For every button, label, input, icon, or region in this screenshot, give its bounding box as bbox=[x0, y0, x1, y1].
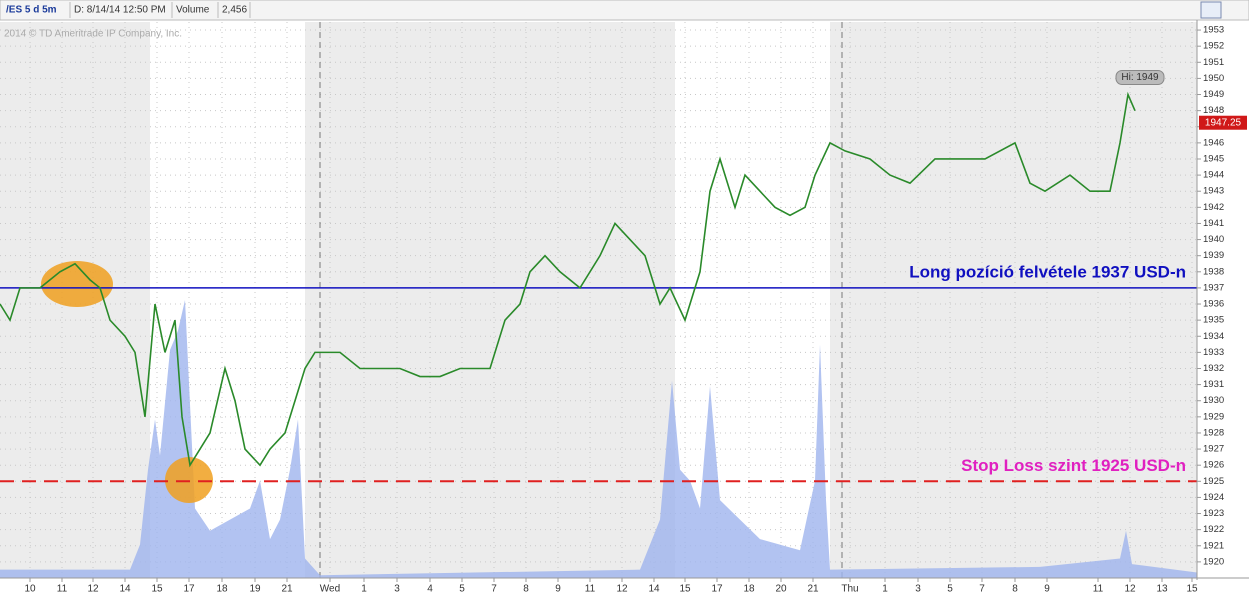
symbol[interactable]: /ES 5 d 5m bbox=[6, 5, 57, 16]
annotation: Stop Loss szint 1925 USD-n bbox=[961, 456, 1186, 475]
x-tick-label: 17 bbox=[711, 584, 723, 595]
x-tick-label: 19 bbox=[249, 584, 261, 595]
y-tick-label: 1950 bbox=[1203, 73, 1224, 84]
y-tick-label: 1941 bbox=[1203, 218, 1224, 229]
y-tick-label: 1940 bbox=[1203, 234, 1224, 245]
highlight-ellipse bbox=[165, 457, 213, 503]
y-tick-label: 1948 bbox=[1203, 105, 1224, 116]
y-tick-label: 1953 bbox=[1203, 25, 1224, 36]
x-tick-label: 12 bbox=[87, 584, 99, 595]
x-tick-label: 3 bbox=[394, 584, 400, 595]
x-tick-label: 11 bbox=[1093, 584, 1104, 595]
y-tick-label: 1938 bbox=[1203, 266, 1224, 277]
x-tick-label: 14 bbox=[119, 584, 131, 595]
x-tick-label: 10 bbox=[24, 584, 36, 595]
settings-button[interactable] bbox=[1200, 1, 1222, 19]
y-tick-label: 1922 bbox=[1203, 524, 1224, 535]
y-tick-label: 1924 bbox=[1203, 492, 1224, 503]
x-tick-label: Thu bbox=[841, 584, 858, 595]
high-marker bbox=[1115, 70, 1165, 86]
y-tick-label: 1942 bbox=[1203, 202, 1224, 213]
y-tick-label: 1939 bbox=[1203, 250, 1224, 261]
x-tick-label: 7 bbox=[491, 584, 497, 595]
watermark: 2014 © TD Ameritrade IP Company, Inc. bbox=[4, 29, 182, 40]
x-tick-label: 11 bbox=[585, 584, 596, 595]
x-tick-label: 15 bbox=[1186, 584, 1198, 595]
y-tick-label: 1937 bbox=[1203, 282, 1224, 293]
y-tick-label: 1923 bbox=[1203, 508, 1224, 519]
date: D: 8/14/14 12:50 PM bbox=[74, 5, 166, 16]
x-tick-label: 9 bbox=[555, 584, 561, 595]
x-tick-label: 15 bbox=[679, 584, 691, 595]
x-tick-label: 8 bbox=[1012, 584, 1018, 595]
y-tick-label: 1944 bbox=[1203, 170, 1224, 181]
x-tick-label: 21 bbox=[807, 584, 819, 595]
x-tick-label: 18 bbox=[216, 584, 228, 595]
x-tick-label: 14 bbox=[648, 584, 660, 595]
x-tick-label: 21 bbox=[281, 584, 293, 595]
x-tick-label: 20 bbox=[775, 584, 787, 595]
y-tick-label: 1933 bbox=[1203, 347, 1224, 358]
x-tick-label: 9 bbox=[1044, 584, 1050, 595]
x-tick-label: 4 bbox=[427, 584, 433, 595]
y-tick-label: 1927 bbox=[1203, 444, 1224, 455]
x-tick-label: 11 bbox=[57, 584, 68, 595]
y-tick-label: 1929 bbox=[1203, 411, 1224, 422]
header-bar bbox=[0, 0, 1249, 21]
x-tick-label: 5 bbox=[459, 584, 465, 595]
y-tick-label: 1928 bbox=[1203, 427, 1224, 438]
x-tick-label: 5 bbox=[947, 584, 953, 595]
y-tick-label: 1925 bbox=[1203, 476, 1224, 487]
x-tick-label: 18 bbox=[743, 584, 755, 595]
x-tick-label: 17 bbox=[183, 584, 195, 595]
x-tick-label: 13 bbox=[1156, 584, 1168, 595]
x-tick-label: 8 bbox=[523, 584, 529, 595]
price-line bbox=[0, 91, 1136, 468]
y-tick-label: 1936 bbox=[1203, 299, 1224, 310]
x-tick-label: 1 bbox=[882, 584, 888, 595]
volume-area bbox=[0, 300, 1197, 578]
y-tick-label: 1921 bbox=[1203, 540, 1224, 551]
annotation: Long pozíció felvétele 1937 USD-n bbox=[909, 262, 1186, 281]
x-tick-label: Wed bbox=[320, 584, 340, 595]
y-tick-label: 1945 bbox=[1203, 154, 1224, 165]
last-price-label: 1947.25 bbox=[1205, 117, 1242, 128]
highlight-ellipse bbox=[41, 261, 113, 307]
y-tick-label: 1935 bbox=[1203, 315, 1224, 326]
session-shade bbox=[305, 22, 675, 578]
y-tick-label: 1934 bbox=[1203, 331, 1224, 342]
x-tick-label: 12 bbox=[616, 584, 628, 595]
x-tick-label: 3 bbox=[915, 584, 921, 595]
x-tick-label: 12 bbox=[1124, 584, 1136, 595]
volume-label: Volume bbox=[176, 5, 210, 16]
y-tick-label: 1932 bbox=[1203, 363, 1224, 374]
session-shade bbox=[830, 22, 1197, 578]
y-tick-label: 1949 bbox=[1203, 89, 1224, 100]
y-tick-label: 1926 bbox=[1203, 460, 1224, 471]
high-label: Hi: 1949 bbox=[1121, 72, 1159, 83]
y-tick-label: 1946 bbox=[1203, 137, 1224, 148]
x-tick-label: 15 bbox=[151, 584, 163, 595]
x-tick-label: 7 bbox=[979, 584, 985, 595]
last-price-tag bbox=[1199, 115, 1247, 130]
y-tick-label: 1951 bbox=[1203, 57, 1224, 68]
y-tick-label: 1931 bbox=[1203, 379, 1224, 390]
y-tick-label: 1943 bbox=[1203, 186, 1224, 197]
y-tick-label: 1930 bbox=[1203, 395, 1224, 406]
y-tick-label: 1920 bbox=[1203, 556, 1224, 567]
x-tick-label: 1 bbox=[361, 584, 367, 595]
y-tick-label: 1952 bbox=[1203, 41, 1224, 52]
volume-value: 2,456 bbox=[222, 5, 247, 16]
